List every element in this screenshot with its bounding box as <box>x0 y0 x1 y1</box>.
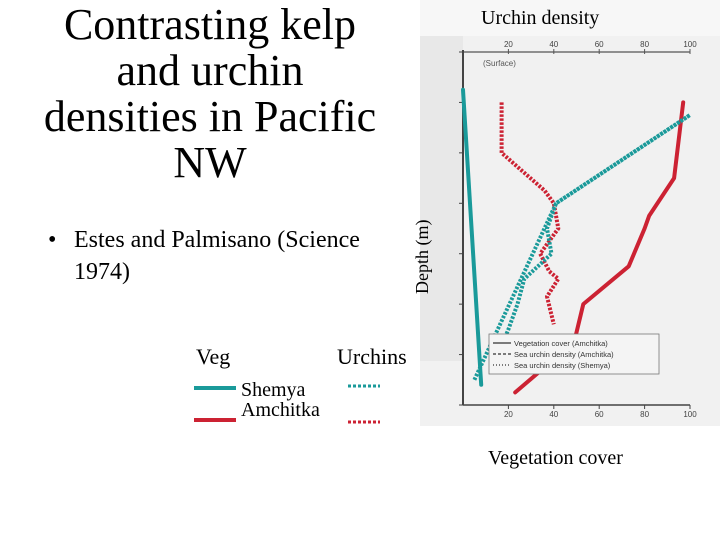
series-sea-urchin-density-shemya <box>472 113 692 381</box>
top-axis-title: Urchin density <box>481 7 600 29</box>
top-axis-ticks: 20 40 60 80 100 <box>504 40 697 54</box>
bottom-tick-label: 20 <box>504 410 513 419</box>
y-axis-label: Depth (m) <box>412 219 432 294</box>
bottom-axis-title: Vegetation cover <box>488 447 623 469</box>
bottom-tick-label: 100 <box>683 410 697 419</box>
bottom-axis-ticks: 20 40 60 80 100 <box>504 405 697 419</box>
inner-legend-box <box>488 333 660 375</box>
legend-label-amchitka: Amchitka <box>241 399 320 421</box>
bottom-tick-label: 60 <box>595 410 604 419</box>
inner-legend-label-2: Sea urchin density (Amchitka) <box>514 350 614 359</box>
top-tick-label: 60 <box>595 40 604 49</box>
inner-legend-label-1: Vegetation cover (Amchitka) <box>514 339 608 348</box>
top-tick-label: 100 <box>683 40 697 49</box>
top-tick-label: 40 <box>549 40 558 49</box>
legend-swatches <box>194 384 380 424</box>
legend-urchins-header: Urchins <box>337 344 407 369</box>
top-tick-label: 80 <box>640 40 649 49</box>
bullet-text: Estes and Palmisano (Science 1974) <box>74 227 360 285</box>
inner-legend-label-3: Sea urchin density (Shemya) <box>514 361 611 370</box>
legend-label-shemya: Shemya <box>241 379 306 401</box>
depth-profile-figure: 20 40 60 80 100 20 40 60 80 100 (Surface) Vegeta… <box>420 0 720 426</box>
scan-background-top <box>420 0 720 36</box>
surface-label: (Surface) <box>483 59 516 68</box>
slide-title: Contrasting kelp and urchin densities in… <box>43 0 377 187</box>
top-tick-label: 20 <box>504 40 513 49</box>
scan-inset-region <box>420 36 463 361</box>
bottom-tick-label: 80 <box>640 410 649 419</box>
bottom-tick-label: 40 <box>549 410 558 419</box>
legend-veg-header: Veg <box>196 344 231 369</box>
inner-legend: Vegetation cover (Amchitka) Sea urchin d… <box>488 333 660 375</box>
bullet-dot-icon: • <box>48 227 57 253</box>
series-vegetation-cover-shemya <box>461 87 484 387</box>
series-sea-urchin-density-amchitka <box>499 102 561 325</box>
